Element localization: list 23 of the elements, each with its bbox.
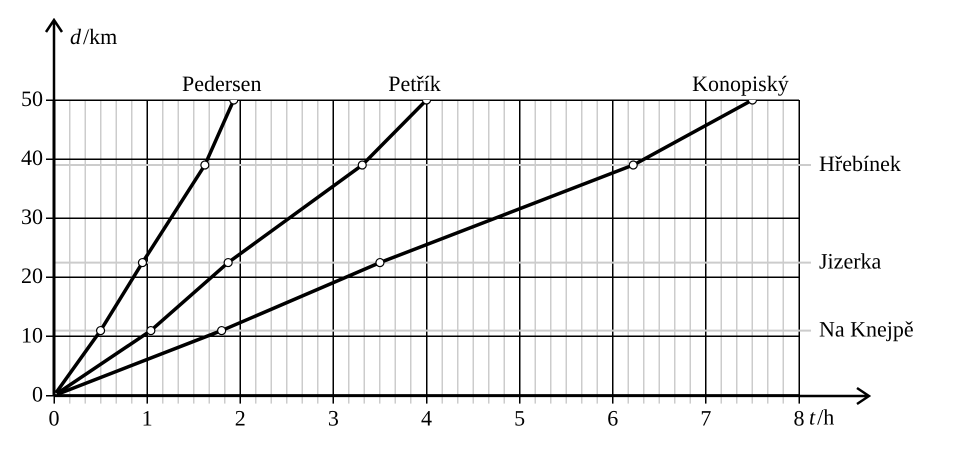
ref-line-label: Na Knejpě bbox=[819, 316, 914, 342]
x-tick-label: 0 bbox=[48, 406, 60, 431]
y-tick-label: 10 bbox=[21, 322, 43, 348]
y-tick-label: 50 bbox=[21, 86, 43, 111]
series-label: Pedersen bbox=[182, 70, 262, 96]
x-tick-label: 4 bbox=[421, 406, 432, 431]
x-tick-label: 1 bbox=[142, 406, 153, 431]
y-tick-label: 40 bbox=[21, 144, 43, 170]
x-tick-label: 5 bbox=[514, 406, 526, 431]
x-tick-label: 3 bbox=[328, 406, 339, 431]
x-tick-label: 8 bbox=[794, 406, 804, 431]
ref-line-label: Hřebínek bbox=[819, 150, 901, 176]
y-tick-label: 0 bbox=[32, 381, 43, 406]
ref-line-label: Jizerka bbox=[819, 248, 882, 274]
y-axis-title: d/km bbox=[70, 24, 118, 49]
x-tick-label: 7 bbox=[700, 406, 712, 431]
x-tick-label: 6 bbox=[607, 406, 618, 431]
y-tick-label: 20 bbox=[21, 263, 43, 288]
x-tick-label: 2 bbox=[234, 406, 246, 431]
series-label: Petřík bbox=[388, 70, 441, 96]
y-tick-label: 30 bbox=[21, 204, 43, 230]
x-axis-title: t/h bbox=[809, 404, 834, 430]
series-label: Konopiský bbox=[692, 70, 789, 96]
